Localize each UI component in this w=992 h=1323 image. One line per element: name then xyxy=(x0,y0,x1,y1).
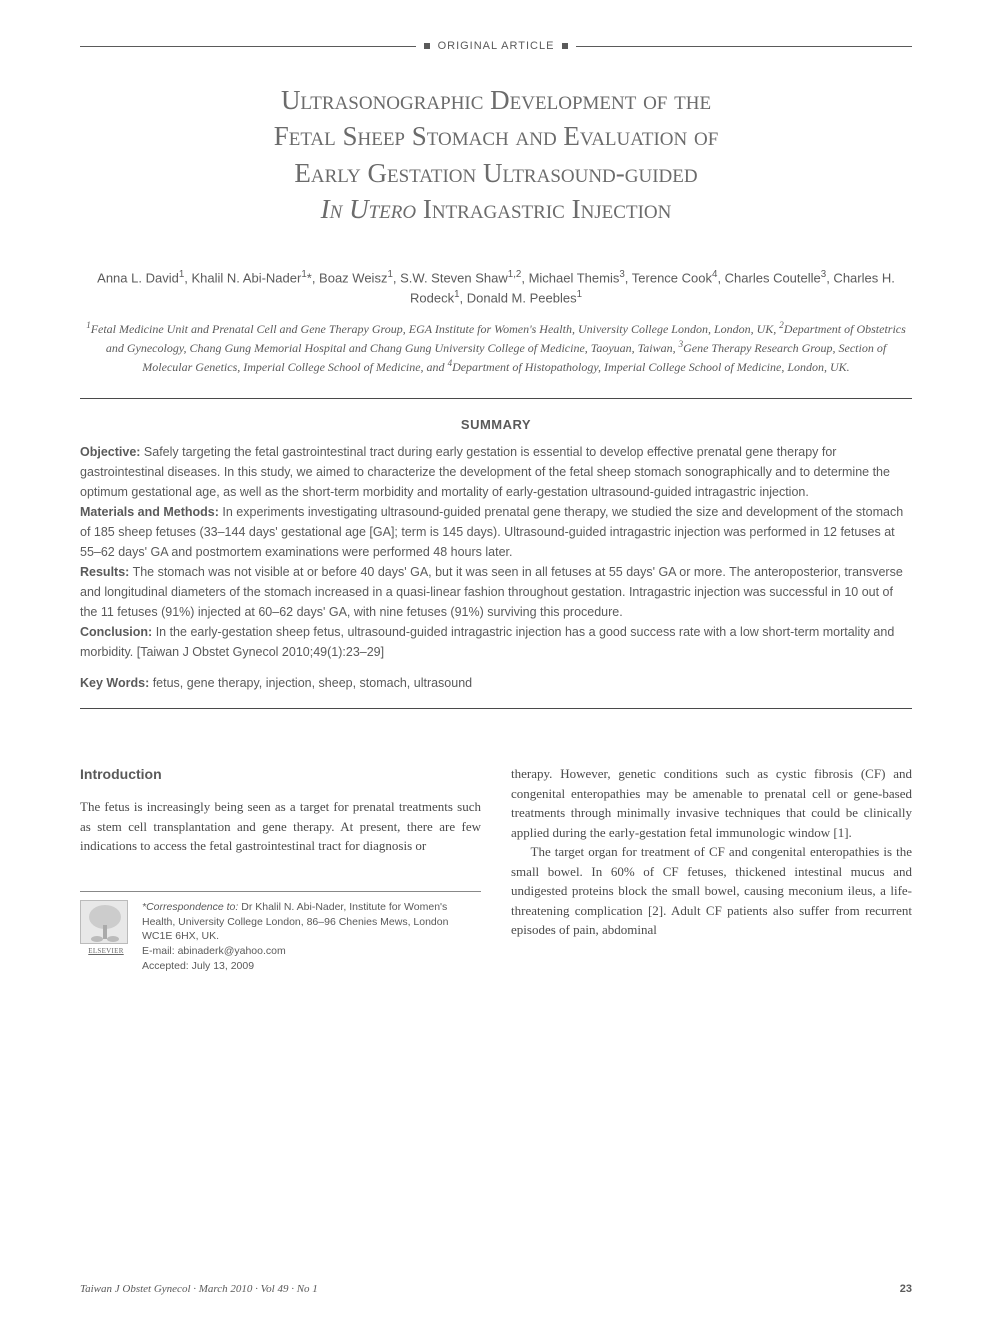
page-footer: Taiwan J Obstet Gynecol · March 2010 · V… xyxy=(80,1283,912,1295)
keywords-label: Key Words: xyxy=(80,676,149,690)
objective-text: Safely targeting the fetal gastrointesti… xyxy=(80,445,890,499)
title-line-2: Fetal Sheep Stomach and Evaluation of xyxy=(274,121,719,151)
objective-label: Objective: xyxy=(80,445,140,459)
intro-heading: Introduction xyxy=(80,764,481,785)
column-right: therapy. However, genetic conditions suc… xyxy=(511,764,912,973)
article-type-rule: ORIGINAL ARTICLE xyxy=(80,40,912,52)
authors-list: Anna L. David1, Khalil N. Abi-Nader1*, B… xyxy=(80,268,912,308)
title-line-4: In Utero Intragastric Injection xyxy=(321,194,672,224)
corr-label: *Correspondence to: xyxy=(142,901,238,913)
page-number: 23 xyxy=(900,1283,912,1295)
elsevier-logo: ELSEVIER xyxy=(80,900,132,973)
correspondence-text: *Correspondence to: Dr Khalil N. Abi-Nad… xyxy=(142,900,481,973)
accepted-date: Accepted: July 13, 2009 xyxy=(142,960,254,972)
column-left: Introduction The fetus is increasingly b… xyxy=(80,764,481,973)
email-label: E-mail: xyxy=(142,945,175,957)
title-line-3: Early Gestation Ultrasound-guided xyxy=(294,158,697,188)
rule-right xyxy=(576,46,912,47)
rule-cap-right xyxy=(562,43,568,49)
rule-cap-left xyxy=(424,43,430,49)
keywords: Key Words: fetus, gene therapy, injectio… xyxy=(80,676,912,690)
results-text: The stomach was not visible at or before… xyxy=(80,565,903,619)
keywords-text: fetus, gene therapy, injection, sheep, s… xyxy=(149,676,472,690)
summary-body: Objective: Safely targeting the fetal ga… xyxy=(80,442,912,662)
summary-box: SUMMARY Objective: Safely targeting the … xyxy=(80,398,912,709)
email-value: abinaderk@yahoo.com xyxy=(175,945,286,957)
conclusion-text: In the early-gestation sheep fetus, ultr… xyxy=(80,625,894,659)
article-title: Ultrasonographic Development of the Feta… xyxy=(80,82,912,228)
elsevier-text: ELSEVIER xyxy=(80,946,132,957)
article-type-label: ORIGINAL ARTICLE xyxy=(438,40,555,52)
body-columns: Introduction The fetus is increasingly b… xyxy=(80,764,912,973)
journal-citation: Taiwan J Obstet Gynecol · March 2010 · V… xyxy=(80,1283,318,1295)
elsevier-tree-icon xyxy=(80,900,128,944)
correspondence-block: ELSEVIER *Correspondence to: Dr Khalil N… xyxy=(80,891,481,973)
methods-label: Materials and Methods: xyxy=(80,505,219,519)
affiliations: 1Fetal Medicine Unit and Prenatal Cell a… xyxy=(80,319,912,376)
intro-para-1: The fetus is increasingly being seen as … xyxy=(80,797,481,856)
results-label: Results: xyxy=(80,565,129,579)
col2-para-2: The target organ for treatment of CF and… xyxy=(511,842,912,940)
summary-heading: SUMMARY xyxy=(80,417,912,432)
col2-para-1: therapy. However, genetic conditions suc… xyxy=(511,764,912,842)
title-line-1: Ultrasonographic Development of the xyxy=(281,85,711,115)
rule-left xyxy=(80,46,416,47)
conclusion-label: Conclusion: xyxy=(80,625,152,639)
